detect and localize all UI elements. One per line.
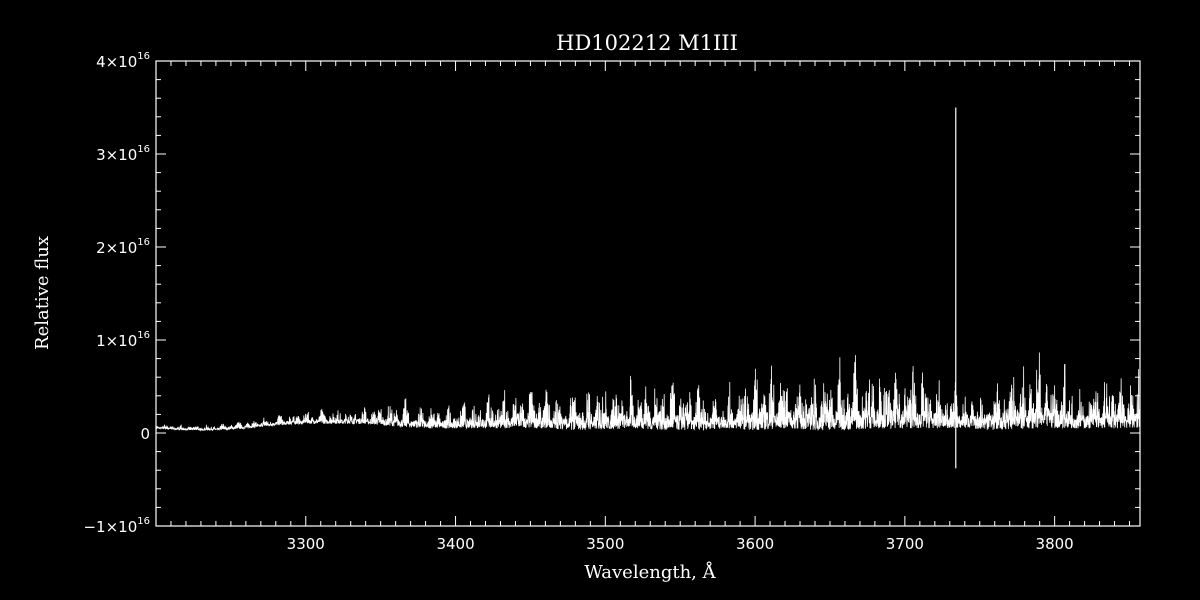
y-tick-label: −1×1016 bbox=[83, 516, 150, 536]
y-tick-exponent: 16 bbox=[137, 237, 150, 248]
chart-title: HD102212 M1III bbox=[556, 31, 738, 55]
plot-frame bbox=[155, 60, 1141, 527]
x-tick-label: 3600 bbox=[736, 535, 774, 553]
y-tick-mantissa: 1×10 bbox=[96, 332, 137, 350]
y-tick-label: 0 bbox=[140, 425, 150, 443]
y-tick-label: 4×1016 bbox=[96, 51, 150, 71]
y-axis-label: Relative flux bbox=[32, 236, 53, 350]
spectrum-series bbox=[155, 107, 1141, 469]
x-tick-labels: 3300 3400 3500 3600 3700 3800 bbox=[287, 535, 1074, 553]
y-tick-mantissa: 0 bbox=[140, 425, 150, 443]
y-tick-exponent: 16 bbox=[137, 51, 150, 62]
spectrum-line bbox=[155, 352, 1141, 432]
y-tick-label: 3×1016 bbox=[96, 144, 150, 164]
y-tick-mantissa: 2×10 bbox=[96, 239, 137, 257]
x-tick-label: 3800 bbox=[1036, 535, 1074, 553]
y-tick-exponent: 16 bbox=[137, 330, 150, 341]
x-tick-label: 3400 bbox=[436, 535, 474, 553]
axis-ticks bbox=[156, 60, 1140, 527]
x-tick-label: 3300 bbox=[287, 535, 325, 553]
y-tick-mantissa: 4×10 bbox=[96, 53, 137, 71]
y-tick-mantissa: −1×10 bbox=[83, 518, 137, 536]
y-tick-mantissa: 3×10 bbox=[96, 146, 137, 164]
y-tick-label: 1×1016 bbox=[96, 330, 150, 350]
x-tick-label: 3700 bbox=[886, 535, 924, 553]
x-axis-label: Wavelength, Å bbox=[584, 561, 716, 583]
y-tick-label: 2×1016 bbox=[96, 237, 150, 257]
x-tick-label: 3500 bbox=[586, 535, 624, 553]
y-tick-exponent: 16 bbox=[137, 516, 150, 527]
y-tick-exponent: 16 bbox=[137, 144, 150, 155]
